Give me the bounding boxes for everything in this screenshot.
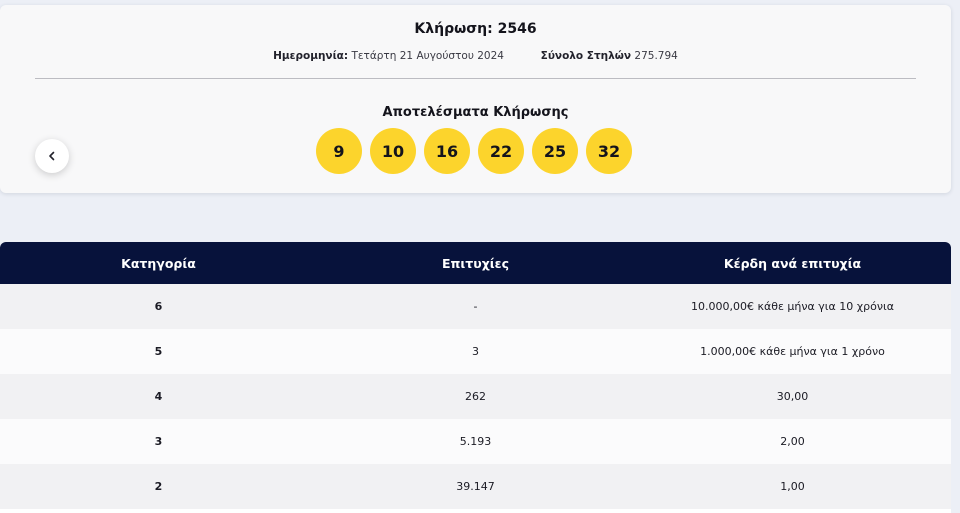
table-row: 6 - 10.000,00€ κάθε μήνα για 10 χρόνια [0,284,951,329]
date-value: Τετάρτη 21 Αυγούστου 2024 [351,50,504,62]
number-ball: 22 [478,128,524,174]
previous-draw-button[interactable] [35,139,69,173]
table-body: 6 - 10.000,00€ κάθε μήνα για 10 χρόνια 5… [0,284,951,509]
category-cell: 6 [154,300,163,313]
winners-cell: 3 [472,345,479,358]
table-header: Κατηγορία Επιτυχίες Κέρδη ανά επιτυχία [0,242,951,284]
draw-card: Κλήρωση: 2546 Ημερομηνία: Τετάρτη 21 Αυγ… [0,5,951,193]
table-row: 2 39.147 1,00 [0,464,951,509]
columns-value: 275.794 [634,50,678,62]
winners-cell: 39.147 [456,480,495,493]
columns-label: Σύνολο Στηλών [540,50,632,62]
prize-cell: 1.000,00€ κάθε μήνα για 1 χρόνο [700,345,885,358]
header-category: Κατηγορία [121,255,196,271]
prize-table: Κατηγορία Επιτυχίες Κέρδη ανά επιτυχία 6… [0,242,951,513]
header-winners: Επιτυχίες [441,255,510,271]
number-ball: 10 [370,128,416,174]
number-ball: 9 [316,128,362,174]
chevron-left-icon [49,151,55,161]
draw-title: Κλήρωση: 2546 [414,21,537,37]
category-cell: 2 [154,480,163,493]
table-row: 4 262 30,00 [0,374,951,419]
category-cell: 5 [154,345,163,358]
winners-cell: 5.193 [459,435,492,448]
table-row: 3 5.193 2,00 [0,419,951,464]
number-ball: 16 [424,128,470,174]
number-ball: 25 [532,128,578,174]
divider [35,78,916,79]
prize-cell: 2,00 [780,435,805,448]
category-cell: 4 [154,390,163,403]
winning-numbers: 9 10 16 22 25 32 [316,128,632,174]
prize-cell: 30,00 [776,390,809,403]
results-title: Αποτελέσματα Κλήρωσης [382,105,569,120]
prize-cell: 1,00 [780,480,805,493]
date-label: Ημερομηνία: [273,50,349,62]
category-cell: 3 [154,435,163,448]
table-row: 5 3 1.000,00€ κάθε μήνα για 1 χρόνο [0,329,951,374]
prize-cell: 10.000,00€ κάθε μήνα για 10 χρόνια [691,300,894,313]
winners-cell: - [473,300,478,313]
draw-meta: Ημερομηνία: Τετάρτη 21 Αυγούστου 2024 Σύ… [0,50,951,62]
number-ball: 32 [586,128,632,174]
header-prize: Κέρδη ανά επιτυχία [723,255,862,271]
winners-cell: 262 [465,390,486,403]
